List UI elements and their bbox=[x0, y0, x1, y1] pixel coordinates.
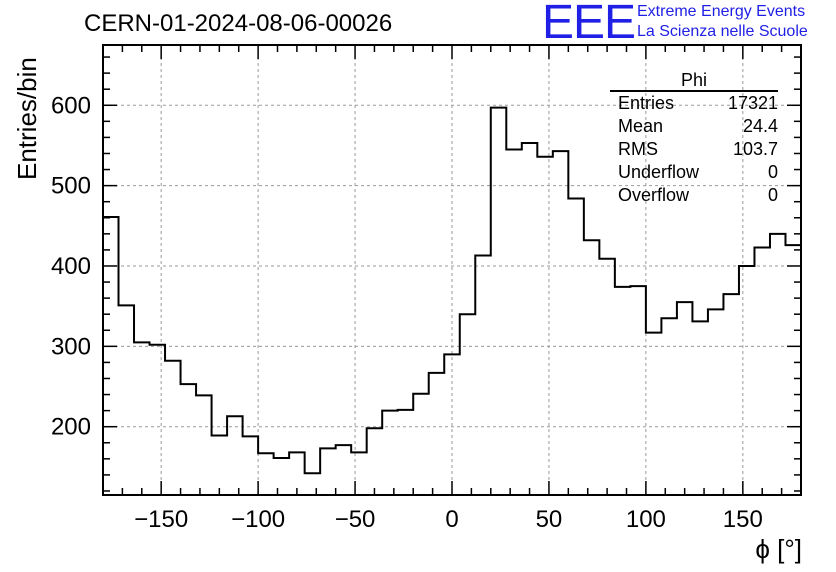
stats-label: Underflow bbox=[618, 162, 700, 182]
x-axis-label: ϕ [°] bbox=[755, 534, 802, 564]
y-tick-label: 500 bbox=[51, 173, 91, 200]
x-tick-label: 150 bbox=[723, 506, 763, 533]
stats-box: Phi Entries 17321 Mean 24.4 RMS 103.7 Un… bbox=[610, 70, 778, 207]
stats-row-overflow: Overflow 0 bbox=[610, 184, 778, 207]
stats-row-mean: Mean 24.4 bbox=[610, 115, 778, 138]
stats-label: Entries bbox=[618, 93, 675, 113]
stats-row-underflow: Underflow 0 bbox=[610, 161, 778, 184]
axis-ticks bbox=[102, 45, 802, 495]
stats-label: Mean bbox=[618, 116, 664, 136]
stats-row-entries: Entries 17321 bbox=[610, 92, 778, 115]
run-title: CERN-01-2024-08-06-00026 bbox=[84, 10, 393, 37]
axis-tick-labels: −150 −100 −50 0 50 100 150 200 300 400 500 600 bbox=[51, 92, 763, 533]
stats-label: Overflow bbox=[618, 185, 690, 205]
y-tick-label: 200 bbox=[51, 414, 91, 441]
logo-line-1: Extreme Energy Events bbox=[637, 3, 806, 20]
stats-value: 103.7 bbox=[732, 139, 778, 159]
grid-lines bbox=[103, 45, 801, 495]
y-axis-label-text: Entries/bin bbox=[12, 57, 42, 180]
eee-logo-text: Extreme Energy Events La Scienza nelle S… bbox=[637, 2, 808, 42]
logo-line-2: La Scienza nelle Scuole bbox=[637, 23, 808, 40]
stats-value: 17321 bbox=[727, 93, 778, 113]
stats-row-rms: RMS 103.7 bbox=[610, 138, 778, 161]
eee-logo: EEE bbox=[542, 0, 636, 49]
y-tick-label: 400 bbox=[51, 253, 91, 280]
y-tick-label: 600 bbox=[51, 92, 91, 119]
x-tick-label: −100 bbox=[231, 506, 285, 533]
x-tick-label: −50 bbox=[335, 506, 376, 533]
x-tick-label: −150 bbox=[134, 506, 188, 533]
stats-value: 0 bbox=[767, 162, 778, 182]
stats-value: 24.4 bbox=[742, 116, 778, 136]
y-axis-label: Entries/bin bbox=[8, 40, 42, 190]
stats-title: Phi bbox=[610, 70, 778, 92]
stats-value: 0 bbox=[767, 185, 778, 205]
x-tick-label: 50 bbox=[536, 506, 563, 533]
stats-label: RMS bbox=[618, 139, 658, 159]
x-tick-label: 100 bbox=[626, 506, 666, 533]
y-tick-label: 300 bbox=[51, 333, 91, 360]
x-tick-label: 0 bbox=[445, 506, 458, 533]
histogram-series bbox=[102, 106, 802, 495]
